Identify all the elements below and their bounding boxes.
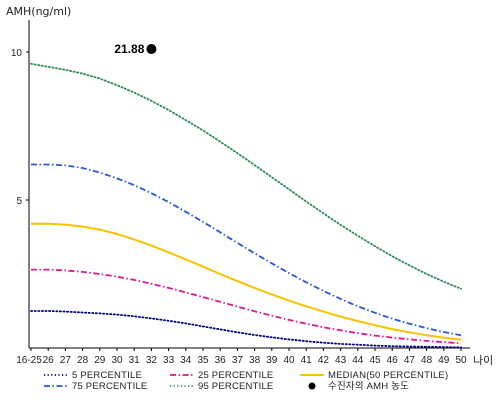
x-tick-label: 45: [369, 355, 381, 366]
patient-amh-point: [146, 44, 157, 55]
x-tick-label: 46: [387, 355, 399, 366]
x-tick-label: 44: [352, 355, 364, 366]
legend-label-marker: 수진자의 AMH 농도: [328, 381, 409, 392]
legend-label-0: 5 PERCENTILE: [72, 370, 142, 381]
x-tick-label: 48: [421, 355, 433, 366]
x-ticks: 16-25 26 27 28 29 30 31 32 33 34 35 36 37 38 39 40 41 42 4…: [16, 348, 467, 366]
y-ticks: 5 10: [11, 48, 29, 207]
legend: 5 PERCENTILE 25 PERCENTILE MEDIAN(50 PERCE…: [44, 370, 448, 392]
x-tick-label: 39: [266, 355, 278, 366]
legend-label-1: 25 PERCENTILE: [198, 370, 273, 381]
series-line-2: [31, 222, 462, 341]
x-tick-label: 28: [77, 355, 89, 366]
x-tick-label: 49: [438, 355, 450, 366]
series-line-3: [31, 163, 462, 337]
x-tick-label: 40: [283, 355, 295, 366]
legend-label-3: 75 PERCENTILE: [72, 381, 147, 392]
series-line-4: [30, 62, 462, 290]
y-tick-label: 10: [11, 48, 23, 59]
x-tick-label: 41: [301, 355, 313, 366]
legend-label-4: 95 PERCENTILE: [198, 381, 273, 392]
x-tick-label: 38: [249, 355, 261, 366]
series-lines: [30, 62, 462, 349]
patient-amh-value-label: 21.88: [114, 42, 144, 56]
x-tick-label: 37: [232, 355, 244, 366]
x-tick-label: 27: [60, 355, 72, 366]
x-tick-label: 36: [215, 355, 227, 366]
x-tick-label: 43: [335, 355, 347, 366]
x-tick-label: 34: [180, 355, 192, 366]
x-tick-label: 29: [94, 355, 106, 366]
series-line-1: [31, 268, 462, 345]
x-tick-label: 32: [146, 355, 158, 366]
x-tick-label: 42: [318, 355, 330, 366]
x-axis-label: 나이: [473, 354, 493, 367]
x-tick-label: 47: [404, 355, 416, 366]
x-tick-label: 30: [111, 355, 123, 366]
x-tick-label: 26: [43, 355, 55, 366]
legend-marker-dot: [308, 382, 316, 390]
x-tick-label: 35: [197, 355, 209, 366]
series-line-0: [30, 310, 462, 349]
patient-marker-group: 21.88: [114, 42, 157, 56]
x-tick-label: 16-25: [16, 355, 42, 366]
x-tick-label: 33: [163, 355, 175, 366]
x-tick-label: 31: [129, 355, 141, 366]
legend-label-2: MEDIAN(50 PERCENTILE): [328, 370, 448, 381]
y-axis-label: AMH(ng/ml): [6, 5, 71, 18]
x-tick-label: 50: [455, 355, 467, 366]
y-tick-label: 5: [16, 196, 22, 207]
